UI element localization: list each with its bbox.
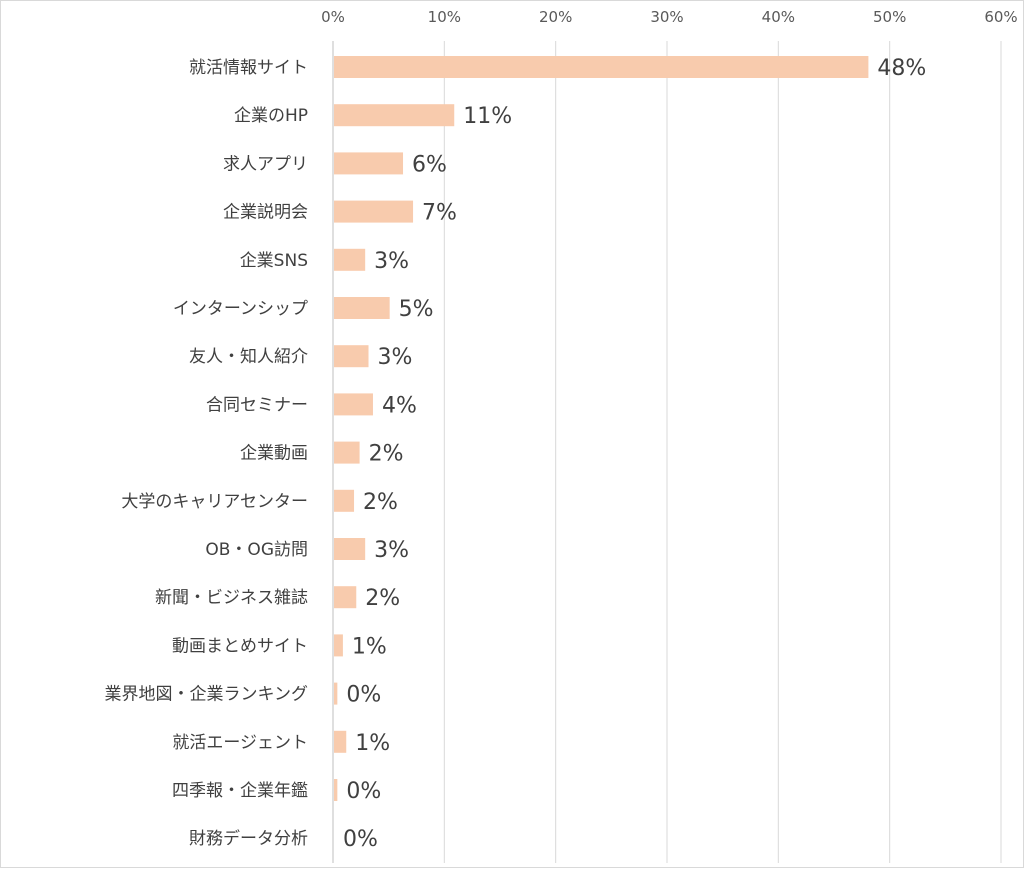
category-label: 動画まとめサイト (172, 636, 308, 656)
bar (334, 779, 338, 801)
category-label: 企業説明会 (223, 203, 308, 223)
data-label: 3% (374, 249, 409, 274)
data-label: 1% (352, 634, 387, 659)
category-label: 業界地図・企業ランキング (105, 685, 309, 705)
grid-lines (443, 41, 1002, 863)
category-label: 合同セミナー (206, 395, 308, 415)
data-label: 0% (346, 779, 381, 804)
data-label: 48% (877, 56, 926, 81)
category-label: OB・OG訪問 (205, 540, 308, 560)
bar (334, 586, 357, 609)
data-label: 7% (422, 201, 457, 226)
data-label: 6% (412, 152, 447, 177)
bar (334, 104, 455, 127)
data-label: 1% (355, 731, 390, 756)
bar (334, 200, 414, 223)
bar (334, 248, 366, 271)
data-label: 0% (346, 683, 381, 708)
data-label: 2% (363, 490, 398, 515)
category-label: インターンシップ (173, 299, 308, 319)
category-label: 新聞・ビジネス雑誌 (155, 588, 308, 608)
category-label: 四季報・企業年鑑 (172, 781, 308, 801)
x-tick-label: 10% (428, 8, 461, 26)
bar (334, 538, 366, 560)
data-label: 11% (463, 104, 512, 129)
x-axis-ticks: 0% 10% 20% 30% 40% 50% 60% (321, 8, 1018, 26)
bar (334, 345, 369, 368)
data-label: 5% (399, 297, 434, 322)
data-label: 3% (378, 345, 413, 370)
x-tick-label: 50% (873, 8, 906, 26)
category-label: 友人・知人紹介 (189, 347, 308, 367)
bars (334, 56, 869, 801)
category-label: 企業のHP (234, 106, 308, 126)
bar (334, 682, 338, 705)
category-label: 求人アプリ (223, 154, 308, 174)
data-label: 3% (374, 538, 409, 563)
category-label: 大学のキャリアセンター (121, 492, 308, 512)
bar (334, 393, 373, 416)
bar (334, 634, 343, 657)
x-tick-label: 30% (650, 8, 683, 26)
data-label: 2% (365, 586, 400, 611)
bar (334, 730, 347, 753)
bar (334, 152, 404, 175)
bar (334, 56, 869, 78)
x-tick-label: 0% (321, 8, 345, 26)
data-label: 2% (369, 442, 404, 467)
x-tick-label: 40% (762, 8, 795, 26)
data-labels: 48% 11% 6% 7% 3% 5% 3% 4% 2% 2% 3% 2% 1% 0% 1% 0% 0% (343, 56, 926, 852)
category-label: 企業動画 (240, 444, 308, 464)
x-tick-label: 20% (539, 8, 572, 26)
category-label: 就活エージェント (172, 733, 308, 753)
bar (334, 441, 360, 464)
category-label: 企業SNS (240, 251, 308, 271)
x-tick-label: 60% (984, 8, 1017, 26)
category-label: 財務データ分析 (189, 828, 308, 849)
data-label: 4% (382, 393, 417, 418)
category-label: 就活情報サイト (189, 58, 308, 78)
data-label: 0% (343, 827, 378, 852)
bar (334, 489, 355, 512)
bar (334, 297, 390, 319)
